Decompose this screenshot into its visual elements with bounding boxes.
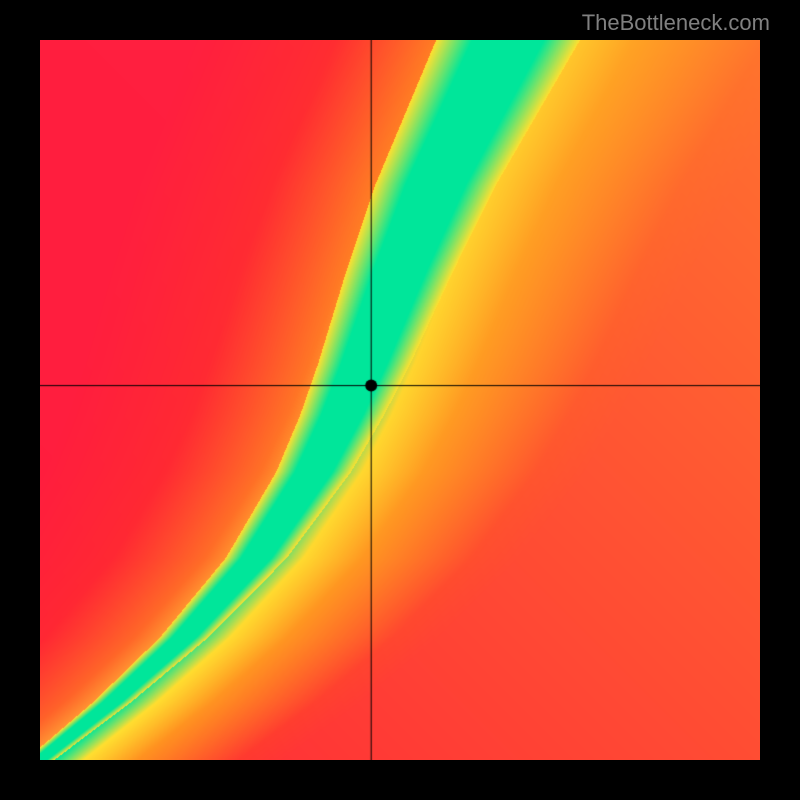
heatmap-canvas [40, 40, 760, 760]
watermark-text: TheBottleneck.com [582, 10, 770, 36]
heatmap-chart [40, 40, 760, 760]
